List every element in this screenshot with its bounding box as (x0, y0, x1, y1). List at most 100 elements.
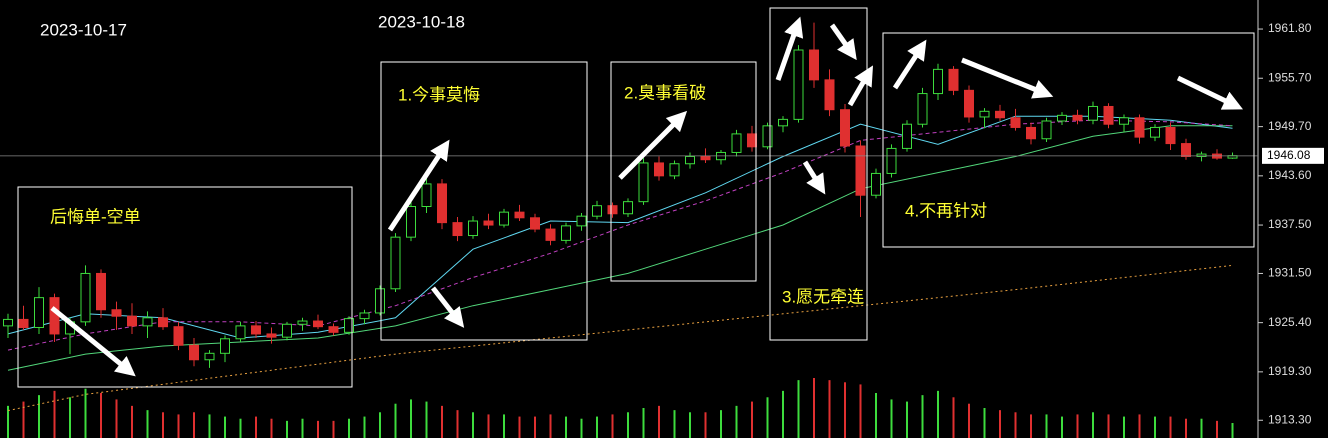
candle-body (18, 318, 29, 328)
volume-bar (518, 416, 521, 438)
volume-bar (952, 397, 955, 438)
volume-bar (348, 418, 350, 438)
volume-bar (1107, 414, 1110, 438)
volume-bar (1154, 416, 1156, 438)
arrow (618, 110, 688, 180)
volume-bar (611, 414, 614, 438)
volume-bar (69, 397, 71, 438)
candle-body (1181, 143, 1191, 157)
candle-body (855, 145, 866, 196)
candle-body (328, 326, 339, 333)
candle-body (561, 225, 571, 241)
y-tick-label: 1925.40 (1268, 315, 1312, 329)
volume-bar (239, 418, 242, 438)
candle-body (530, 217, 540, 230)
arrow (1176, 75, 1244, 110)
last-price-label: 1946.08 (1267, 148, 1311, 162)
moving-average (7, 119, 1233, 351)
candle-body (421, 183, 432, 207)
volume-bar (270, 418, 273, 438)
candle-body (1196, 153, 1207, 157)
volume-bar (1123, 416, 1125, 438)
volume-bar (441, 405, 443, 438)
date-label: 2023-10-17 (40, 20, 127, 39)
candle-body (142, 317, 153, 327)
candle-body (607, 205, 618, 215)
candle-body (96, 272, 106, 311)
volume-bar (673, 410, 676, 438)
volume-bar (596, 416, 598, 438)
volume-bar (146, 410, 149, 438)
volume-bar (131, 405, 133, 438)
candle-body (762, 125, 773, 148)
box (610, 61, 757, 282)
volume-bar (1200, 418, 1203, 438)
candle-body (700, 155, 711, 161)
y-tick-label: 1919.30 (1268, 364, 1312, 378)
volume-bar (906, 401, 908, 438)
volume-bar (100, 393, 102, 438)
candle-body (871, 172, 881, 196)
candle-body (592, 205, 602, 217)
volume-bar (1045, 414, 1048, 438)
last-price-box (1262, 147, 1324, 164)
candle-body (220, 338, 230, 354)
arrow (829, 23, 857, 61)
volume-bar (549, 414, 552, 438)
volume-bar (1076, 414, 1079, 438)
box (17, 186, 353, 388)
candle-body (1057, 114, 1067, 122)
volume-bar (751, 401, 753, 438)
candle-body (1088, 105, 1098, 121)
candle-body (34, 297, 44, 328)
volume-bar (332, 420, 335, 438)
candle-body (1134, 117, 1145, 138)
volume-bar (53, 390, 56, 438)
volume-bar (1216, 420, 1218, 438)
volume-bar (363, 416, 366, 438)
y-tick-label: 1961.80 (1268, 21, 1312, 35)
candle-body (995, 110, 1005, 119)
candle-body (1103, 105, 1114, 125)
candle-body (886, 147, 897, 174)
annotation: 2.臭事看破 (624, 83, 706, 102)
candle-body (111, 309, 122, 317)
volume-bar (983, 408, 986, 438)
candle-body (437, 183, 447, 224)
volume-bar (735, 405, 738, 438)
volume-bar (642, 408, 645, 438)
volume-bar (658, 405, 660, 438)
candle-body (685, 155, 695, 165)
volume-bar (844, 382, 846, 438)
arrow (387, 139, 450, 232)
arrow (961, 57, 1054, 99)
candle-body (964, 89, 974, 118)
volume-bar (921, 395, 924, 438)
annotation-boxes (17, 7, 1255, 388)
volume-bar (627, 412, 629, 438)
candle-body (3, 318, 13, 327)
volume-bar (162, 412, 164, 438)
arrow (431, 286, 465, 328)
candle-body (406, 205, 416, 238)
arrow (892, 39, 927, 90)
candle-body (576, 215, 587, 227)
candle-body (1041, 120, 1052, 140)
date-label: 2023-10-18 (378, 12, 465, 31)
y-tick-label: 1955.70 (1268, 70, 1312, 84)
y-tick-label: 1913.30 (1268, 412, 1312, 426)
volume-bar (22, 401, 25, 438)
candle-body (499, 211, 509, 226)
candle-body (189, 344, 199, 361)
candle-body (344, 318, 354, 333)
candle-body (173, 326, 184, 346)
volume-bar (317, 420, 319, 438)
candle-body (452, 222, 463, 237)
candle-body (235, 325, 246, 340)
arrows (50, 16, 1244, 377)
candle-body (468, 220, 478, 237)
y-tick-label: 1937.50 (1268, 217, 1312, 231)
volume-bar (689, 412, 691, 438)
y-tick-label: 1931.50 (1268, 266, 1312, 280)
